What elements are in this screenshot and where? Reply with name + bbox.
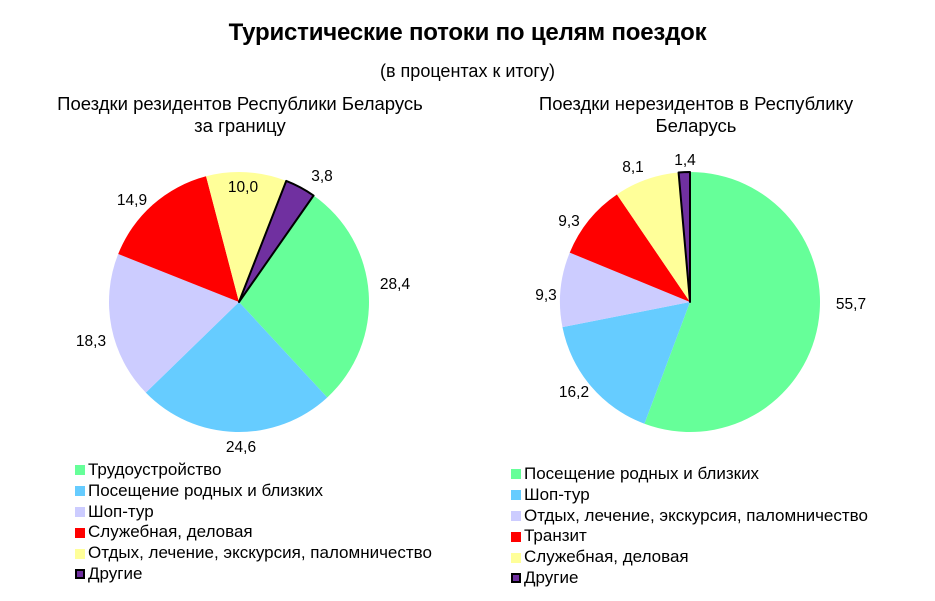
legend-item: Шоп-тур [511,485,868,506]
pie-slice [206,172,287,302]
left-chart-title: Поездки резидентов Республики Беларусь з… [20,93,460,137]
legend-swatch [511,573,521,584]
legend-label: Другие [524,567,579,587]
legend-swatch [75,506,85,517]
legend-item: Трудоустройство [75,460,432,481]
right-chart-title: Поездки нерезидентов в Республику Белару… [476,93,916,137]
legend-item: Другие [75,564,432,585]
legend-label: Отдых, лечение, экскурсия, паломничество [88,543,432,563]
pie-slice [238,179,315,303]
legend-item: Отдых, лечение, экскурсия, паломничество [511,506,868,527]
legend-swatch [511,510,521,521]
data-label: 18,3 [76,333,106,350]
legend-item: Отдых, лечение, экскурсия, паломничество [75,543,432,564]
left-chart-title-line2: за границу [194,115,286,136]
data-label: 55,7 [836,296,866,313]
pie-slice [616,172,690,302]
legend-item: Другие [511,568,868,589]
legend-label: Шоп-тур [524,484,590,504]
data-label: 9,3 [535,287,557,304]
data-label: 1,4 [674,152,696,169]
legend-swatch [75,486,85,497]
pie-slice [562,302,690,424]
legend-item: Посещение родных и близких [511,464,868,485]
page-subtitle: (в процентах к итогу) [380,61,555,81]
data-label: 24,6 [226,439,256,456]
legend-swatch [511,552,521,563]
data-label: 14,9 [117,192,147,209]
pie-slice [644,172,820,432]
data-label: 9,3 [558,213,580,230]
legend-label: Посещение родных и близких [88,480,324,500]
pie-slice [239,195,369,398]
legend-item: Служебная, деловая [75,522,432,543]
legend-swatch [75,569,85,580]
legend-label: Отдых, лечение, экскурсия, паломничество [524,505,868,525]
legend-swatch [75,548,85,559]
legend-swatch [511,490,521,501]
pie-slice [145,302,328,432]
legend-item: Шоп-тур [75,502,432,523]
right-chart-title-line1: Поездки нерезидентов в Республику [538,93,854,114]
legend-label: Служебная, деловая [88,522,253,542]
pie-slice [109,253,240,393]
pie-slice [118,176,239,302]
legend-label: Посещение родных и близких [524,464,760,483]
legend-swatch [511,469,521,480]
legend-swatch [75,527,85,538]
legend-label: Транзит [524,526,587,546]
legend-label: Трудоустройство [88,460,222,479]
legend-label: Другие [88,563,143,583]
page-title: Туристические потоки по целям поездок [228,19,707,46]
pie-slice [560,252,690,328]
right-chart-title-line2: Беларусь [655,115,737,136]
data-label: 28,4 [380,276,411,293]
legend-label: Служебная, деловая [524,547,689,567]
data-label: 10,0 [228,179,259,196]
legend-item: Транзит [511,526,868,547]
data-label: 16,2 [559,384,589,401]
left-legend: Трудоустройство Посещение родных и близк… [75,460,432,585]
legend-swatch [511,531,521,542]
left-pie-chart: 28,4 24,6 18,3 14,9 10,0 3,8 [76,168,411,456]
pie-slice [677,171,691,303]
right-pie-chart: 55,7 16,2 9,3 9,3 8,1 1,4 [535,152,866,432]
legend-item: Служебная, деловая [511,547,868,568]
legend-swatch [75,465,85,476]
data-label: 3,8 [311,168,333,185]
left-chart-title-line1: Поездки резидентов Республики Беларусь [57,93,423,114]
right-legend: Посещение родных и близких Шоп-тур Отдых… [511,464,868,589]
pie-slice [569,194,690,302]
legend-item: Посещение родных и близких [75,481,432,502]
data-label: 8,1 [622,159,644,176]
legend-label: Шоп-тур [88,501,154,521]
